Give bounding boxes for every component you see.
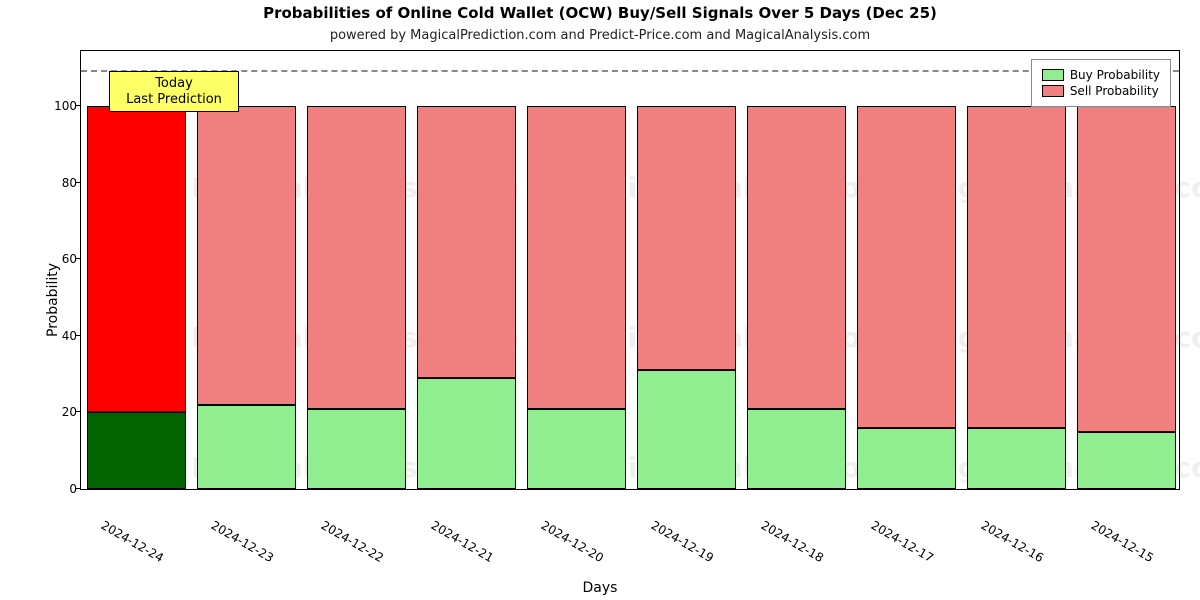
sell-bar [637,106,736,370]
chart-subtitle: powered by MagicalPrediction.com and Pre… [0,28,1200,43]
y-tick-mark [75,335,81,336]
x-tick-label: 2024-12-15 [1062,503,1156,565]
bar-group: 2024-12-16 [967,51,1066,489]
chart-container: Probabilities of Online Cold Wallet (OCW… [0,0,1200,600]
legend-item-sell: Sell Probability [1042,84,1160,98]
legend-swatch [1042,69,1064,81]
x-tick-label: 2024-12-22 [292,503,386,565]
buy-bar [637,370,736,489]
buy-bar [967,428,1066,489]
y-tick-label: 60 [41,252,77,266]
buy-bar [87,412,186,489]
bar-group: 2024-12-22 [307,51,406,489]
sell-bar [197,106,296,404]
x-tick-label: 2024-12-21 [402,503,496,565]
y-tick-label: 0 [41,482,77,496]
bar-group: 2024-12-21 [417,51,516,489]
y-tick-mark [75,182,81,183]
buy-bar [197,405,296,489]
y-tick-label: 40 [41,329,77,343]
y-tick-mark [75,488,81,489]
x-axis-label: Days [0,580,1200,596]
chart-title: Probabilities of Online Cold Wallet (OCW… [0,4,1200,22]
legend-item-buy: Buy Probability [1042,68,1160,82]
y-tick-mark [75,411,81,412]
y-axis-label: Probability [45,263,61,337]
x-tick-label: 2024-12-24 [72,503,166,565]
today-callout-line1: Today [120,76,228,92]
bar-group: 2024-12-18 [747,51,846,489]
x-tick-label: 2024-12-17 [842,503,936,565]
buy-bar [417,378,516,489]
bar-group: 2024-12-19 [637,51,736,489]
y-tick-label: 20 [41,405,77,419]
bar-group: 2024-12-23 [197,51,296,489]
sell-bar [857,106,956,427]
buy-bar [857,428,956,489]
buy-bar [527,409,626,489]
today-callout: TodayLast Prediction [109,71,239,112]
sell-bar [967,106,1066,427]
bar-group: 2024-12-15 [1077,51,1176,489]
x-tick-label: 2024-12-19 [622,503,716,565]
sell-bar [527,106,626,408]
bar-group: 2024-12-20 [527,51,626,489]
legend-swatch [1042,85,1064,97]
sell-bar [307,106,406,408]
sell-bar [87,106,186,412]
legend-label: Sell Probability [1070,84,1159,98]
x-tick-label: 2024-12-16 [952,503,1046,565]
legend-label: Buy Probability [1070,68,1160,82]
y-tick-label: 100 [41,99,77,113]
buy-bar [307,409,406,489]
x-tick-label: 2024-12-20 [512,503,606,565]
buy-bar [747,409,846,489]
x-tick-label: 2024-12-23 [182,503,276,565]
y-tick-mark [75,105,81,106]
sell-bar [417,106,516,378]
buy-bar [1077,432,1176,489]
sell-bar [747,106,846,408]
legend: Buy Probability Sell Probability [1031,59,1171,107]
plot-area: MagicalAnalysis.comMagicalAnalysis.comMa… [80,50,1180,490]
x-tick-label: 2024-12-18 [732,503,826,565]
y-tick-label: 80 [41,176,77,190]
bar-group: 2024-12-24 [87,51,186,489]
sell-bar [1077,106,1176,431]
today-callout-line2: Last Prediction [120,92,228,108]
y-tick-mark [75,258,81,259]
bar-group: 2024-12-17 [857,51,956,489]
